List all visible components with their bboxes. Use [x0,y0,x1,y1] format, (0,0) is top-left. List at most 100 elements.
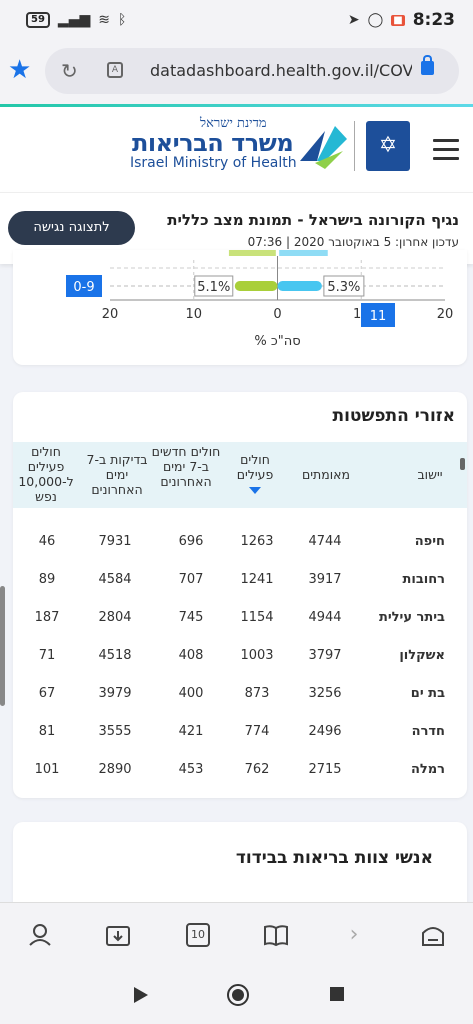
cell-city: רחובות [402,572,446,587]
cell-city: אשקלון [399,648,445,663]
header-new-sick[interactable]: חולים חדשים ב-7 ימים האחרונים [151,444,221,489]
header-per10k[interactable]: חולים פעילים ל-10,000 נפש [18,444,74,504]
cell-active: 873 [244,686,270,701]
x-tick-label: 0 [273,307,281,322]
cell-active: 1263 [240,534,274,549]
ministry-logo-icon [300,126,347,169]
reading-list-icon[interactable] [262,921,290,949]
bar-left [234,281,278,291]
cell-active: 762 [244,762,270,777]
menu-icon[interactable] [433,139,459,166]
site-header: ✡ מדינת ישראל משרד הבריאות Israel Minist… [0,107,473,192]
cell-city: ביתר עילית [378,610,445,625]
app-notification-icon: ■ [391,14,405,26]
table-body: ·· 46 7931 696 1263 4744 חיפה 89 4584 707 1241 391… [13,508,467,798]
cell-active: 1154 [240,610,274,625]
ministry-name-hebrew: משרד הבריאות [132,129,294,157]
header-active-label: חולים פעילים [236,452,274,482]
cell-tests: 3979 [98,686,132,701]
cell-active: 1003 [240,648,274,663]
status-bar: 59 ▂▄▆ ≋ ᛒ ➤ ◯ ■ 8:23 [0,0,473,40]
table-row: 46 7931 696 1263 4744 חיפה [13,522,467,560]
ministry-name-english: Israel Ministry of Health [130,155,297,171]
cell-confirmed: 3797 [308,648,342,663]
forward-icon[interactable]: › [349,922,359,947]
x-tick-label: 20 [437,307,454,322]
cell-new-sick: 421 [178,724,204,739]
recents-square-icon[interactable] [328,985,346,1007]
header-active[interactable]: חולים פעילים [223,452,287,497]
page-scrollbar[interactable] [0,586,5,706]
table-row: 187 2804 745 1154 4944 ביתר עילית [13,598,467,636]
cell-new-sick: 453 [178,762,204,777]
table-row: 71 4518 408 1003 3797 אשקלון [13,636,467,674]
sort-desc-icon[interactable] [249,487,261,494]
lock-icon[interactable] [421,55,434,75]
state-emblem-icon: ✡ [366,121,410,171]
data-label-box [323,275,365,297]
bar-partial-left [228,250,276,256]
clock: 8:23 [412,10,455,30]
browser-toolbar: ★ ↻ A datadashboard.health.gov.il/COVID [0,40,473,104]
x-tick-label: 20 [102,307,119,322]
cell-cutoff: ·· [33,508,63,509]
cell-per10k: 101 [34,762,60,777]
cell-city: חיפה [414,534,445,549]
table-row-partial: ·· [13,508,467,520]
table-row: 89 4584 707 1241 3917 רחובות [13,560,467,598]
home-icon[interactable] [419,921,447,949]
table-row: 67 3979 400 873 3256 בת ים [13,674,467,712]
back-triangle-icon[interactable] [132,985,150,1009]
cell-city: בת ים [410,686,445,701]
browser-bottom-bar: 10 › [0,902,473,968]
wifi-icon: ≋ [98,12,110,28]
reader-mode-icon[interactable]: A [107,62,123,78]
cell-new-sick: 408 [178,648,204,663]
spread-areas-card: אזורי התפשטות יישוב מאומתים חולים פעילים… [13,392,467,798]
system-nav-bar [0,968,473,1024]
header-tests[interactable]: בדיקות ב-7 ימים האחרונים [86,452,148,497]
cell-new-sick: 707 [178,572,204,587]
address-bar[interactable]: ↻ A datadashboard.health.gov.il/COVID [45,48,459,94]
telegram-icon: ➤ [347,12,360,28]
table-row: 101 2890 453 762 2715 רמלה [13,750,467,788]
category-label: 0-9 [73,280,94,295]
cell-per10k: 187 [34,610,60,625]
header-city[interactable]: יישוב [417,467,443,482]
cell-per10k: 89 [38,572,56,587]
cell-active: 1241 [240,572,274,587]
cell-confirmed: 4744 [308,534,342,549]
account-icon[interactable] [26,921,54,949]
highlight-tick-box [361,303,395,327]
header-separator [354,121,355,171]
table-title: אזורי התפשטות [332,406,455,426]
cell-tests: 2804 [98,610,132,625]
bluetooth-icon: ᛒ [117,12,127,28]
url-text[interactable]: datadashboard.health.gov.il/COVID [150,61,412,80]
age-distribution-chart-card: 5.1%5.3%0-920100102011% סה"כ [13,250,467,365]
bookmark-star-icon[interactable]: ★ [8,55,32,85]
category-label-box [66,275,102,297]
cell-new-sick: 745 [178,610,204,625]
cell-confirmed: 3917 [308,572,342,587]
table-scrollbar[interactable] [460,458,465,470]
signal-icon: ▂▄▆ [57,12,91,28]
age-distribution-chart: 5.1%5.3%0-920100102011% סה"כ [66,250,454,349]
downloads-icon[interactable] [104,921,132,949]
cell-active: 774 [244,724,270,739]
last-updated: עדכון אחרון: 5 באוקטובר 2020 | 07:36 [247,235,459,249]
x-tick-label: 10 [185,307,202,322]
accessible-view-button[interactable]: לתצוגה נגישה [8,211,135,245]
header-confirmed[interactable]: מאומתים [301,467,351,482]
cell-tests: 4518 [98,648,132,663]
cell-tests: 7931 [98,534,132,549]
data-label: 5.3% [327,280,360,295]
reload-icon[interactable]: ↻ [61,59,78,83]
page-title: נגיף הקורונה בישראל - תמונת מצב כללית [167,211,459,229]
cell-city: חדרה [411,724,445,739]
cell-new-sick: 696 [178,534,204,549]
home-circle-icon[interactable] [226,983,250,1011]
bar-partial-right [279,250,328,256]
tabs-icon[interactable]: 10 [184,921,212,949]
data-label: 5.1% [197,280,230,295]
